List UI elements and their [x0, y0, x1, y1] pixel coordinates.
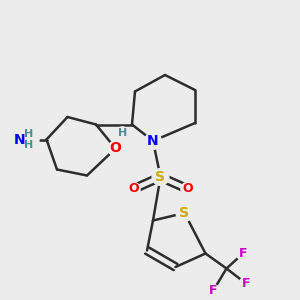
Text: O: O — [128, 182, 139, 196]
Text: N: N — [147, 134, 159, 148]
Circle shape — [181, 182, 194, 196]
Circle shape — [127, 182, 140, 196]
Text: F: F — [239, 247, 247, 260]
Circle shape — [236, 247, 250, 260]
Circle shape — [206, 284, 220, 298]
Circle shape — [108, 141, 123, 156]
Text: F: F — [209, 284, 217, 298]
Circle shape — [152, 169, 169, 185]
Text: F: F — [242, 277, 250, 290]
Text: O: O — [182, 182, 193, 196]
Circle shape — [176, 205, 193, 221]
Text: S: S — [179, 206, 190, 220]
Text: S: S — [155, 170, 166, 184]
Text: O: O — [110, 142, 122, 155]
Text: H: H — [25, 129, 34, 139]
Circle shape — [145, 133, 161, 149]
Circle shape — [239, 277, 253, 290]
Text: N: N — [14, 133, 25, 146]
Circle shape — [116, 127, 129, 140]
Text: H: H — [118, 128, 127, 139]
Circle shape — [15, 128, 39, 152]
Text: H: H — [25, 140, 34, 150]
